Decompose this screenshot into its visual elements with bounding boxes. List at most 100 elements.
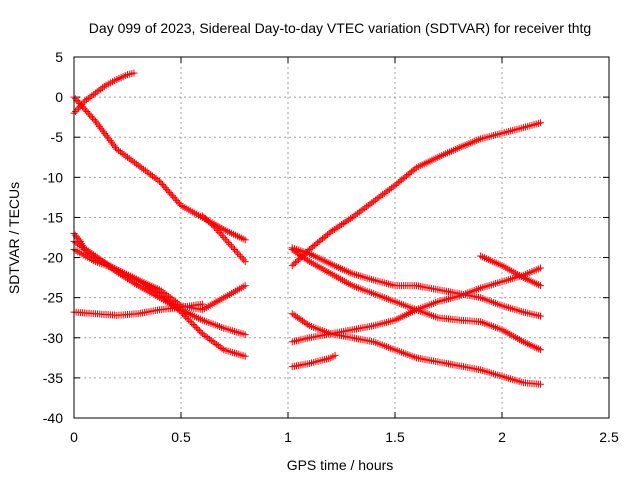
data-point	[74, 98, 82, 106]
data-point	[156, 177, 164, 185]
data-point	[235, 251, 243, 259]
data-point	[90, 252, 98, 260]
data-point	[73, 106, 81, 114]
data-point	[227, 242, 235, 250]
data-point	[229, 244, 237, 252]
data-point	[91, 117, 99, 125]
data-point	[168, 192, 176, 200]
data-point	[213, 340, 221, 348]
data-point	[214, 342, 222, 350]
data-point	[172, 298, 180, 306]
data-point	[95, 86, 103, 94]
data-point	[97, 85, 105, 93]
data-point	[174, 198, 182, 206]
data-point	[134, 161, 142, 169]
data-point	[111, 144, 119, 152]
data-point	[290, 260, 298, 268]
data-point	[166, 189, 174, 197]
data-point	[154, 176, 162, 184]
data-point	[109, 140, 117, 148]
data-point	[537, 119, 545, 127]
data-point	[116, 148, 124, 156]
data-point	[211, 339, 219, 347]
data-point	[72, 107, 80, 115]
data-point	[202, 332, 210, 340]
data-point	[189, 320, 197, 328]
y-tick-label: -40	[43, 410, 63, 426]
y-tick-label: -10	[43, 169, 63, 185]
data-point	[107, 138, 115, 146]
data-point	[81, 97, 89, 105]
data-point	[84, 94, 92, 102]
series-arc-3	[198, 212, 249, 266]
y-axis-label: SDTVAR / TECUs	[6, 182, 22, 294]
data-point	[212, 225, 220, 233]
data-point	[143, 168, 151, 176]
data-point	[103, 133, 111, 141]
series-arc-7	[70, 300, 206, 319]
y-tick-label: -15	[43, 209, 63, 225]
data-point	[366, 200, 374, 208]
y-tick-labels: 5 0 -5 -10 -15 -20 -25 -30 -35 -40	[43, 49, 63, 426]
data-point	[145, 169, 153, 177]
data-point	[83, 108, 91, 116]
data-point	[387, 184, 395, 192]
data-point	[124, 153, 131, 161]
data-point	[82, 247, 90, 255]
data-point	[140, 165, 148, 173]
data-point	[361, 204, 369, 212]
data-point	[373, 195, 381, 203]
data-point	[86, 111, 94, 119]
data-point	[113, 145, 121, 153]
data-point	[130, 69, 138, 77]
data-point	[375, 193, 383, 201]
y-tick-label: 0	[55, 89, 63, 105]
x-axis-label: GPS time / hours	[287, 457, 394, 473]
x-tick-label: 2.5	[599, 429, 619, 445]
data-point	[161, 290, 169, 298]
series-arc-12	[288, 310, 545, 388]
data-point	[330, 225, 338, 233]
data-point	[127, 277, 135, 285]
data-point	[223, 237, 231, 245]
data-point	[234, 249, 242, 257]
data-point	[350, 212, 358, 220]
series-arc-14	[477, 252, 545, 290]
data-point	[95, 122, 103, 130]
data-point	[81, 106, 89, 114]
data-point	[238, 254, 246, 262]
x-tick-labels: 0 0.5 1 1.5 2 2.5	[70, 429, 619, 445]
data-point	[359, 205, 367, 213]
data-point	[371, 196, 379, 204]
data-point	[384, 187, 392, 195]
data-point	[157, 287, 165, 295]
x-tick-label: 2	[498, 429, 506, 445]
data-point	[537, 282, 545, 290]
data-point	[209, 338, 217, 346]
data-point	[380, 189, 388, 197]
data-point	[209, 221, 217, 229]
data-point	[75, 236, 83, 244]
data-point	[357, 207, 365, 215]
data-point	[226, 240, 234, 248]
data-point	[80, 104, 88, 112]
x-tick-label: 1	[284, 429, 292, 445]
data-point	[197, 328, 205, 336]
data-point	[73, 96, 81, 104]
data-point	[304, 256, 312, 264]
data-point	[131, 159, 139, 167]
data-point	[214, 227, 222, 235]
data-point	[343, 217, 351, 225]
data-point	[86, 93, 94, 101]
data-point	[382, 188, 390, 196]
data-point	[141, 167, 149, 175]
data-point	[183, 314, 191, 322]
data-point	[120, 151, 128, 159]
data-point	[84, 109, 92, 117]
data-point	[200, 331, 208, 339]
data-point	[129, 157, 137, 165]
y-tick-label: 5	[55, 49, 63, 65]
data-point	[185, 316, 193, 324]
data-point	[206, 335, 214, 343]
